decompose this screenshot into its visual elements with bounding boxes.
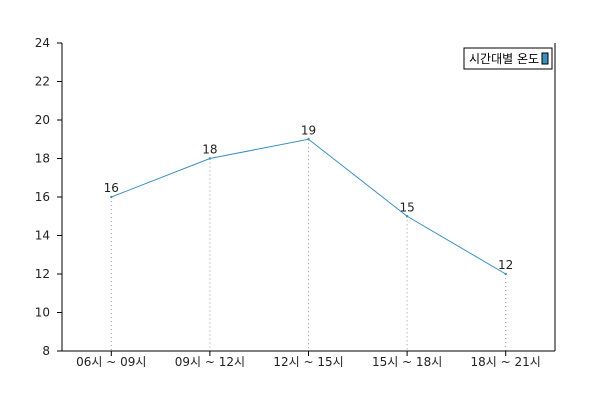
x-tick-label: 18시 ~ 21시 <box>471 355 541 369</box>
y-tick-label: 22 <box>35 75 50 89</box>
data-point <box>405 215 409 218</box>
y-tick-label: 20 <box>35 113 50 127</box>
y-tick-label: 16 <box>35 190 50 204</box>
legend-box <box>463 47 553 70</box>
legend-swatch <box>541 52 549 65</box>
data-label: 15 <box>399 200 414 214</box>
series-layer <box>110 138 507 276</box>
legend-label: 시간대별 온도 <box>469 52 539 66</box>
data-point <box>307 138 310 141</box>
data-point <box>504 272 507 276</box>
x-tick-label: 12시 ~ 15시 <box>273 355 343 369</box>
y-tick-label: 8 <box>42 344 50 358</box>
data-labels-layer: 16 18 19 15 12 <box>104 123 514 272</box>
data-point <box>110 195 113 199</box>
x-tick-label: 15시 ~ 18시 <box>372 355 442 369</box>
axes-layer <box>61 43 556 352</box>
y-ticks-layer: 8 10 12 14 16 18 20 22 24 <box>35 36 62 358</box>
y-tick-label: 18 <box>35 152 50 166</box>
data-label: 18 <box>202 143 217 157</box>
y-tick-label: 14 <box>35 229 50 243</box>
y-tick-label: 12 <box>35 267 50 281</box>
legend: 시간대별 온도 <box>463 47 553 70</box>
drop-lines-layer <box>110 139 507 351</box>
y-tick-label: 24 <box>35 36 50 50</box>
data-point <box>208 157 212 160</box>
data-label: 16 <box>104 181 119 195</box>
y-tick-label: 10 <box>35 306 50 320</box>
data-label: 12 <box>498 258 513 272</box>
x-tick-label: 06시 ~ 09시 <box>76 355 146 369</box>
data-label: 19 <box>301 123 316 137</box>
x-tick-label: 09시 ~ 12시 <box>175 355 245 369</box>
x-ticks-layer: 06시 ~ 09시 09시 ~ 12시 12시 ~ 15시 15시 ~ 18시 18시 … <box>76 351 541 369</box>
